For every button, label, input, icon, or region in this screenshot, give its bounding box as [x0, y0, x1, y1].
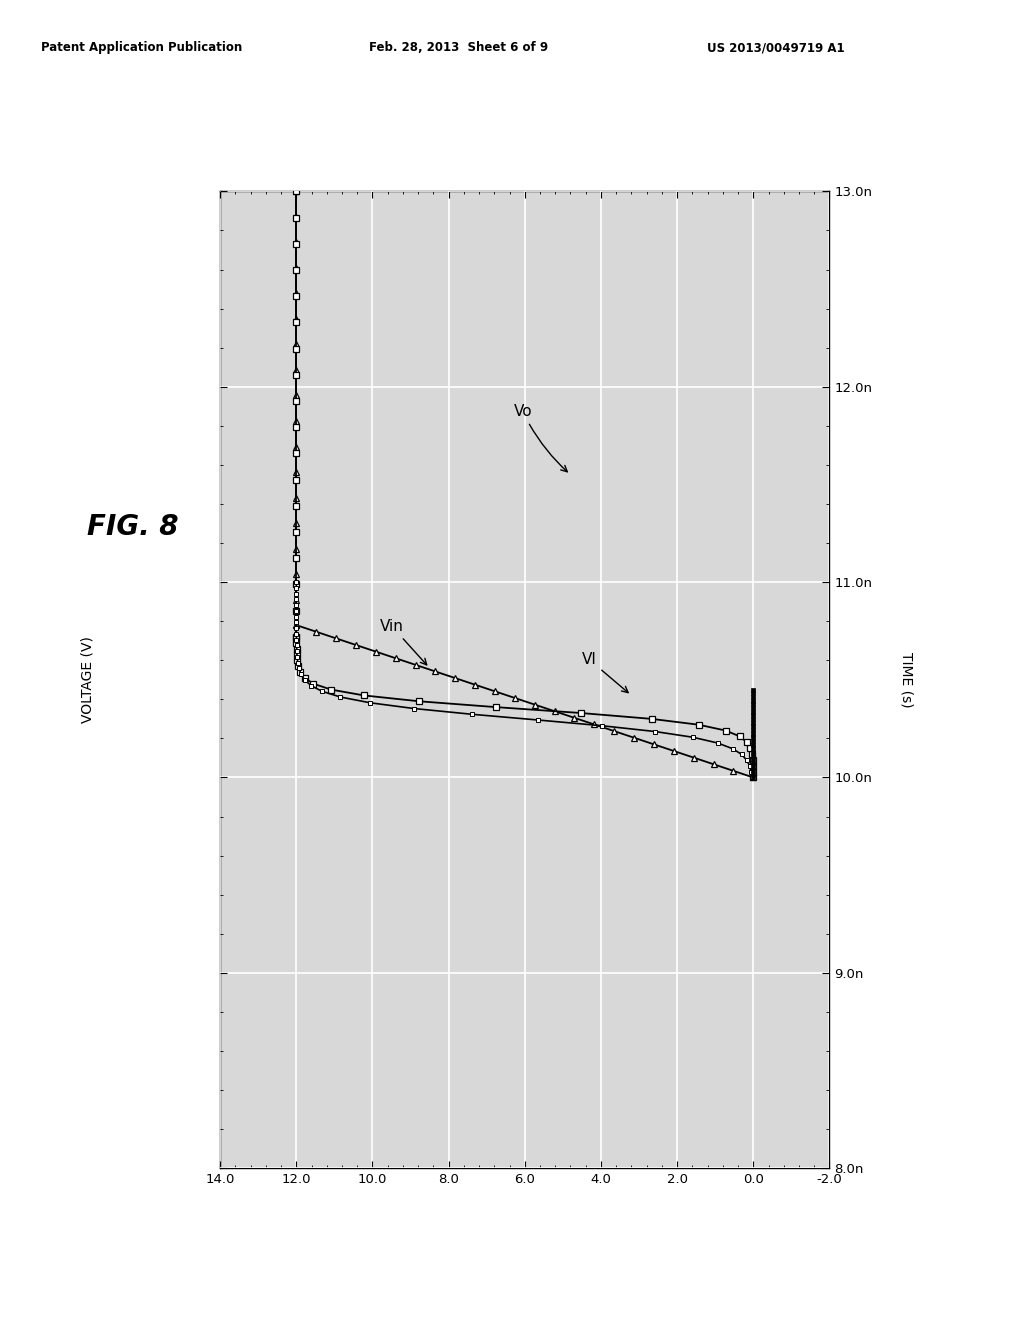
Text: VOLTAGE (V): VOLTAGE (V) — [80, 636, 94, 723]
Text: Vin: Vin — [380, 619, 427, 665]
Text: Feb. 28, 2013  Sheet 6 of 9: Feb. 28, 2013 Sheet 6 of 9 — [369, 41, 548, 54]
Text: Vo: Vo — [513, 404, 567, 471]
Text: TIME (s): TIME (s) — [899, 652, 913, 708]
Text: US 2013/0049719 A1: US 2013/0049719 A1 — [707, 41, 844, 54]
Text: Patent Application Publication: Patent Application Publication — [41, 41, 243, 54]
Text: FIG. 8: FIG. 8 — [87, 512, 178, 541]
Text: VI: VI — [582, 652, 628, 693]
